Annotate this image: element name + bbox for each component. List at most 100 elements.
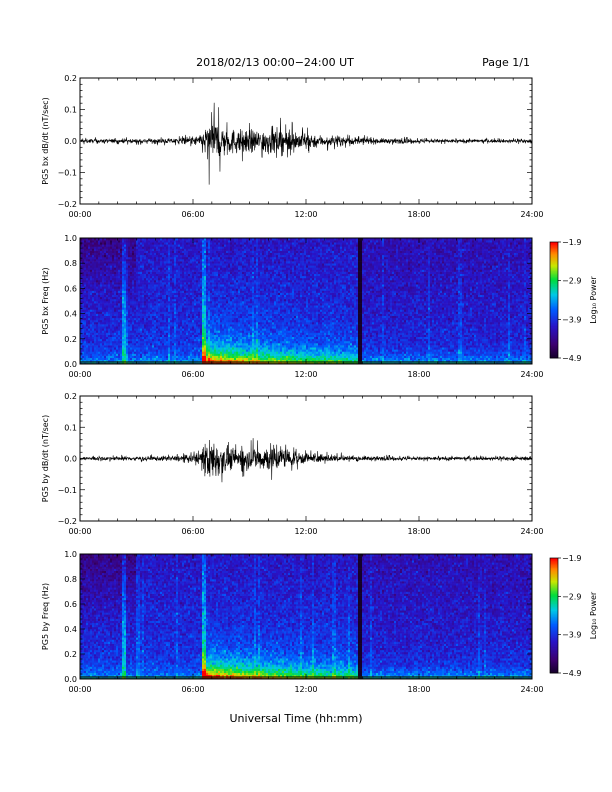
spectrogram-cell bbox=[132, 240, 134, 242]
spectrogram-cell bbox=[146, 347, 148, 349]
spectrogram-cell bbox=[148, 351, 150, 353]
spectrogram-cell bbox=[174, 293, 176, 295]
spectrogram-cell bbox=[138, 309, 140, 311]
spectrogram-cell bbox=[168, 255, 170, 257]
spectrogram-cell bbox=[172, 267, 174, 269]
spectrogram-cell bbox=[164, 255, 166, 257]
spectrogram-cell bbox=[116, 284, 118, 286]
spectrogram-cell bbox=[164, 265, 166, 267]
spectrogram-cell bbox=[126, 345, 128, 347]
spectrogram-cell bbox=[178, 286, 180, 288]
spectrogram-cell bbox=[182, 251, 184, 253]
spectrogram-cell bbox=[108, 318, 110, 320]
spectrogram-cell bbox=[200, 314, 202, 316]
spectrogram-cell bbox=[114, 297, 116, 299]
spectrogram-cell bbox=[84, 345, 86, 347]
spectrogram-cell bbox=[160, 291, 162, 293]
spectrogram-cell bbox=[154, 354, 156, 356]
spectrogram-cell bbox=[200, 349, 202, 351]
spectrogram-cell bbox=[196, 278, 198, 280]
spectrogram-cell bbox=[106, 333, 108, 335]
spectrogram-cell bbox=[186, 299, 188, 301]
spectrogram-cell bbox=[108, 244, 110, 246]
spectrogram-cell bbox=[134, 312, 136, 314]
spectrogram-cell bbox=[94, 261, 96, 263]
spectrogram-cell bbox=[102, 343, 104, 345]
spectrogram-cell bbox=[210, 320, 212, 322]
spectrogram-cell bbox=[172, 354, 174, 356]
spectrogram-cell bbox=[202, 328, 204, 330]
spectrogram-cell bbox=[150, 337, 152, 339]
spectrogram-cell bbox=[190, 242, 192, 244]
spectrogram-cell bbox=[128, 318, 130, 320]
spectrogram-cell bbox=[108, 295, 110, 297]
spectrogram-cell bbox=[132, 314, 134, 316]
spectrogram-cell bbox=[190, 267, 192, 269]
spectrogram-cell bbox=[210, 349, 212, 351]
spectrogram-cell bbox=[188, 293, 190, 295]
spectrogram-cell bbox=[158, 251, 160, 253]
spectrogram-cell bbox=[124, 333, 126, 335]
spectrogram-cell bbox=[130, 337, 132, 339]
spectrogram-cell bbox=[212, 265, 214, 267]
spectrogram-cell bbox=[144, 349, 146, 351]
spectrogram-cell bbox=[172, 257, 174, 259]
spectrogram-cell bbox=[84, 257, 86, 259]
spectrogram-cell bbox=[146, 349, 148, 351]
spectrogram-cell bbox=[210, 246, 212, 248]
spectrogram-cell bbox=[140, 333, 142, 335]
spectrogram-cell bbox=[92, 251, 94, 253]
spectrogram-cell bbox=[96, 354, 98, 356]
spectrogram-cell bbox=[90, 242, 92, 244]
spectrogram-cell bbox=[130, 282, 132, 284]
spectrogram-cell bbox=[124, 291, 126, 293]
spectrogram-cell bbox=[126, 343, 128, 345]
spectrogram-cell bbox=[108, 343, 110, 345]
spectrogram-cell bbox=[134, 291, 136, 293]
spectrogram-cell bbox=[164, 267, 166, 269]
spectrogram-cell bbox=[116, 303, 118, 305]
spectrogram-cell bbox=[174, 270, 176, 272]
spectrogram-cell bbox=[208, 341, 210, 343]
spectrogram-cell bbox=[160, 240, 162, 242]
spectrogram-cell bbox=[120, 295, 122, 297]
spectrogram-cell bbox=[114, 280, 116, 282]
spectrogram-cell bbox=[106, 278, 108, 280]
spectrogram-cell bbox=[206, 261, 208, 263]
spectrogram-cell bbox=[220, 320, 222, 322]
spectrogram-cell bbox=[214, 244, 216, 246]
spectrogram-cell bbox=[196, 253, 198, 255]
spectrogram-cell bbox=[96, 253, 98, 255]
spectrogram-cell bbox=[104, 351, 106, 353]
spectrogram-cell bbox=[114, 309, 116, 311]
spectrogram-cell bbox=[134, 293, 136, 295]
spectrogram-cell bbox=[126, 288, 128, 290]
spectrogram-cell bbox=[216, 255, 218, 257]
spectrogram-cell bbox=[166, 280, 168, 282]
spectrogram-cell bbox=[186, 314, 188, 316]
spectrogram-cell bbox=[138, 301, 140, 303]
spectrogram-cell bbox=[82, 240, 84, 242]
spectrogram-cell bbox=[128, 272, 130, 274]
spectrogram-cell bbox=[178, 316, 180, 318]
spectrogram-cell bbox=[120, 345, 122, 347]
spectrogram-cell bbox=[218, 345, 220, 347]
spectrogram-cell bbox=[218, 320, 220, 322]
spectrogram-cell bbox=[134, 307, 136, 309]
spectrogram-cell bbox=[164, 301, 166, 303]
spectrogram-cell bbox=[126, 284, 128, 286]
spectrogram-cell bbox=[106, 242, 108, 244]
spectrogram-cell bbox=[88, 297, 90, 299]
spectrogram-cell bbox=[86, 253, 88, 255]
spectrogram-cell bbox=[152, 349, 154, 351]
spectrogram-cell bbox=[100, 358, 102, 360]
spectrogram-cell bbox=[96, 349, 98, 351]
spectrogram-cell bbox=[170, 242, 172, 244]
spectrogram-cell bbox=[210, 291, 212, 293]
spectrogram-cell bbox=[210, 347, 212, 349]
spectrogram-cell bbox=[154, 301, 156, 303]
spectrogram-cell bbox=[190, 335, 192, 337]
spectrogram-cell bbox=[84, 263, 86, 265]
spectrogram-cell bbox=[112, 263, 114, 265]
spectrogram-cell bbox=[88, 246, 90, 248]
